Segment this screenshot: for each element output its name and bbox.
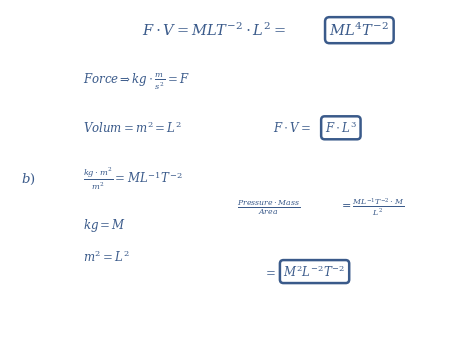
Text: $\frac{Pressure \cdot Mass}{Area}$: $\frac{Pressure \cdot Mass}{Area}$ [237, 198, 300, 217]
Text: $Force \Rightarrow kg \cdot \frac{m}{s^{2}} = F$: $Force \Rightarrow kg \cdot \frac{m}{s^{… [83, 71, 190, 92]
Text: $F \cdot V = MLT^{-2} \cdot L^{2} =$: $F \cdot V = MLT^{-2} \cdot L^{2} =$ [142, 22, 286, 39]
Text: $= \frac{ML^{-1}T^{-2} \cdot M}{L^{2}}$: $= \frac{ML^{-1}T^{-2} \cdot M}{L^{2}}$ [339, 197, 404, 218]
Text: $Volum = m^{2} = L^{2}$: $Volum = m^{2} = L^{2}$ [83, 120, 182, 136]
Text: $kg = M$: $kg = M$ [83, 217, 126, 234]
Text: $F \cdot L^{3}$: $F \cdot L^{3}$ [325, 120, 357, 136]
Text: $\frac{kg \cdot m^{2}}{m^{2}} = ML^{-1}T^{-2}$: $\frac{kg \cdot m^{2}}{m^{2}} = ML^{-1}T… [83, 166, 182, 192]
Text: $b)$: $b)$ [21, 172, 36, 187]
Text: $=$: $=$ [263, 265, 276, 278]
Text: $m^{2} = L^{2}$: $m^{2} = L^{2}$ [83, 250, 130, 265]
Text: $ML^{4}T^{-2}$: $ML^{4}T^{-2}$ [329, 22, 389, 39]
Text: $M^{2}L^{-2}T^{-2}$: $M^{2}L^{-2}T^{-2}$ [283, 264, 346, 279]
Text: $F \cdot V =$: $F \cdot V =$ [273, 121, 310, 135]
